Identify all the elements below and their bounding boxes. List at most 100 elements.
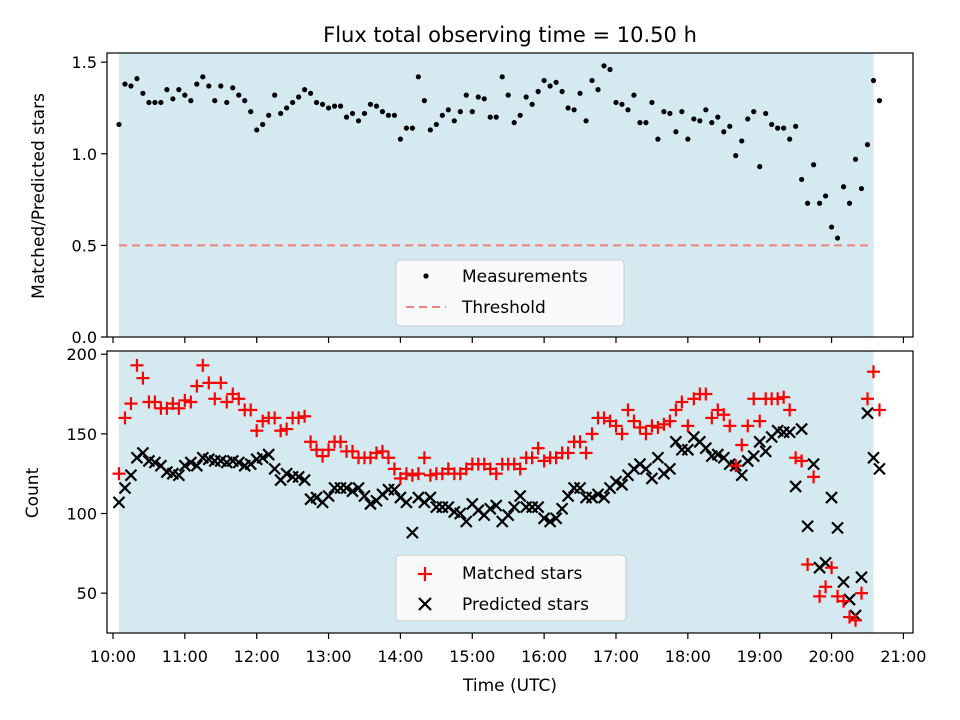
predicted-star-point — [645, 472, 659, 485]
measurement-point — [182, 92, 188, 98]
measurement-point — [577, 90, 583, 96]
measurement-point — [697, 118, 703, 124]
predicted-star-point — [759, 445, 772, 458]
predicted-star-point — [340, 481, 353, 495]
measurement-point — [840, 184, 847, 190]
measurement-point — [637, 120, 643, 126]
measurement-point — [230, 85, 236, 91]
top-panel: 0.0 0.5 1.0 1.5 Matched/Predicted stars Mea… — [29, 52, 914, 347]
matched-star-point — [112, 467, 126, 481]
predicted-star-point — [178, 459, 192, 472]
measurement-point — [864, 142, 871, 148]
matched-star-point — [777, 390, 791, 404]
measurement-point — [828, 224, 835, 230]
matched-star-point — [525, 451, 539, 465]
matched-star-point — [872, 403, 886, 417]
matched-star-point — [423, 468, 437, 482]
matched-star-point — [795, 454, 809, 468]
predicted-star-point — [699, 441, 713, 455]
predicted-star-point — [867, 451, 880, 465]
measurement-point — [505, 92, 511, 98]
matched-star-point — [669, 403, 683, 417]
predicted-star-point — [454, 507, 467, 520]
measurement-point — [302, 87, 308, 93]
x-ticks: 10:00 11:00 12:00 13:00 14:00 15:00 16:00 17:00… — [90, 633, 926, 666]
measurement-point — [176, 87, 182, 93]
predicted-star-point — [807, 457, 820, 471]
measurement-point — [313, 99, 320, 106]
measurement-point — [170, 96, 176, 102]
predicted-star-point — [861, 406, 874, 420]
measurement-point — [511, 120, 517, 126]
measurement-point — [325, 105, 332, 111]
matched-star-point — [214, 376, 228, 390]
measurement-point — [709, 120, 715, 126]
matched-star-point — [399, 467, 413, 481]
matched-star-point — [190, 379, 204, 393]
measurement-point — [691, 116, 697, 122]
legend-predicted-label: Predicted stars — [462, 595, 589, 615]
measurement-point — [517, 112, 523, 118]
predicted-star-point — [358, 489, 371, 503]
measurement-point — [559, 88, 565, 95]
measurement-point — [140, 90, 146, 96]
measurement-point — [751, 109, 757, 115]
measurement-point — [631, 92, 637, 98]
matched-star-point — [537, 454, 551, 468]
predicted-star-point — [597, 491, 611, 504]
predicted-star-point — [501, 508, 515, 522]
measurement-point — [733, 153, 739, 159]
measurement-point — [649, 99, 655, 106]
matched-star-point — [256, 414, 270, 428]
matched-star-point — [633, 420, 647, 434]
measurement-point — [391, 112, 398, 118]
bottom-legend-box — [395, 554, 627, 622]
legend-matched-marker — [418, 567, 432, 581]
matched-star-point — [387, 462, 401, 476]
matched-star-point — [280, 422, 294, 436]
matched-star-point — [334, 435, 348, 449]
measurement-point — [337, 103, 344, 109]
chart-title: Flux total observing time = 10.50 h — [323, 23, 697, 47]
matched-star-point — [178, 393, 192, 407]
top-y-tick-label: 1.5 — [72, 53, 97, 72]
matched-star-point — [771, 392, 785, 406]
predicted-star-point — [615, 478, 629, 492]
measurement-point — [385, 112, 392, 118]
predicted-star-point — [795, 422, 808, 436]
predicted-star-point — [190, 459, 204, 472]
x-tick-label: 21:00 — [880, 647, 926, 666]
measurement-point — [810, 162, 817, 168]
matched-star-point — [208, 392, 222, 406]
measurement-point — [547, 83, 553, 89]
legend-predicted-marker — [418, 597, 432, 611]
predicted-star-point — [609, 475, 623, 488]
matched-stars-points — [112, 358, 886, 627]
predicted-stars-points — [112, 406, 886, 622]
measurement-point — [319, 101, 326, 107]
bottom-axes-frame — [106, 350, 914, 634]
measurement-point — [613, 99, 619, 106]
measurement-point — [463, 92, 469, 98]
measurement-point — [481, 96, 487, 102]
predicted-star-point — [639, 462, 653, 476]
legend-matched-label: Matched stars — [462, 564, 582, 584]
matched-star-point — [837, 594, 851, 608]
predicted-star-point — [747, 449, 760, 463]
predicted-star-point — [537, 512, 551, 525]
measurement-point — [266, 112, 272, 118]
measurement-point — [343, 114, 350, 120]
top-data-points — [116, 63, 883, 241]
matched-star-point — [747, 392, 761, 406]
measurement-point — [679, 109, 685, 115]
measurement-point — [781, 125, 787, 131]
measurement-point — [769, 121, 775, 128]
matched-star-point — [513, 462, 527, 476]
predicted-star-point — [292, 470, 305, 484]
matched-star-point — [196, 358, 210, 372]
matched-star-point — [304, 435, 318, 449]
predicted-star-point — [346, 484, 359, 498]
matched-star-point — [866, 365, 880, 379]
measurement-point — [858, 185, 865, 192]
predicted-star-point — [352, 481, 365, 495]
